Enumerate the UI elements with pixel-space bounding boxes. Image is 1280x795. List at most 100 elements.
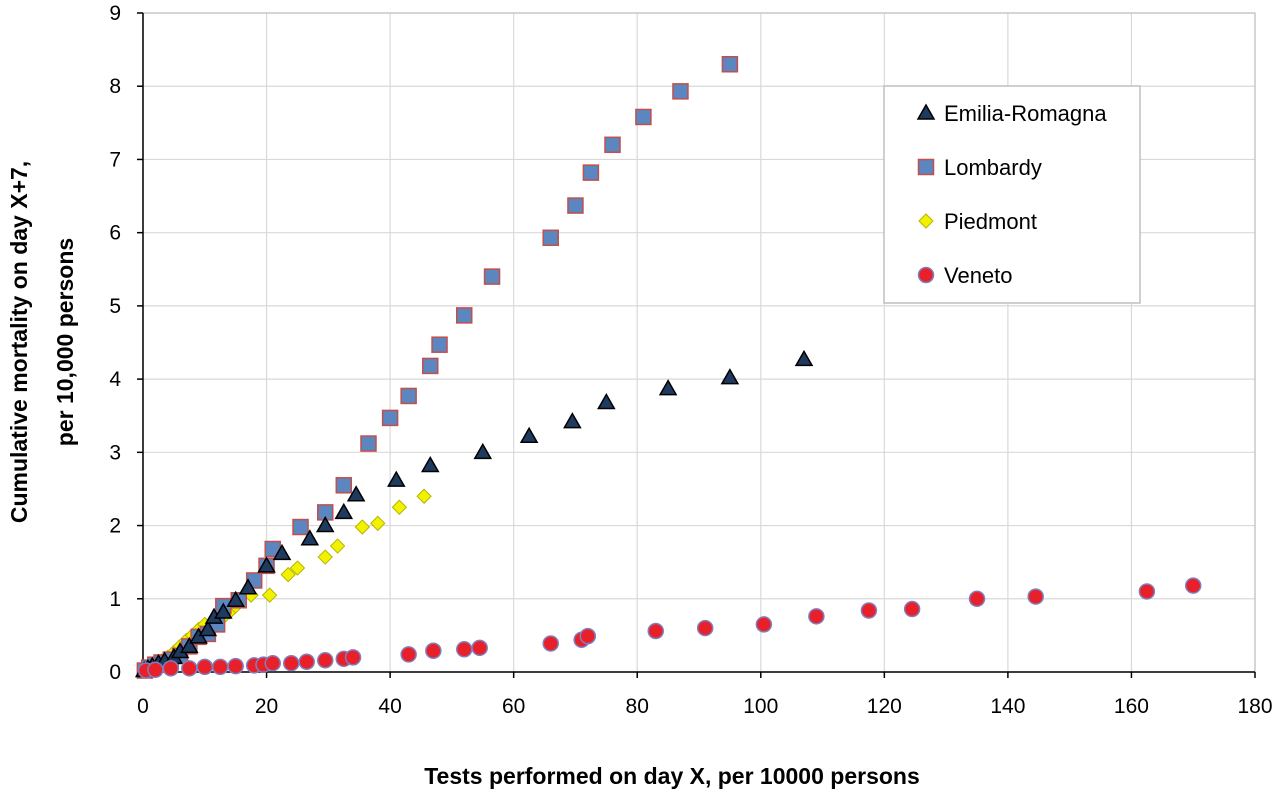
legend-label-veneto: Veneto	[944, 263, 1013, 288]
data-point-veneto	[471, 639, 488, 657]
x-tick-label: 120	[867, 695, 902, 718]
data-point-emilia-romagna	[334, 502, 354, 520]
y-tick-label: 8	[109, 75, 121, 98]
data-point-veneto	[579, 627, 597, 645]
y-tick-label: 6	[109, 222, 121, 245]
y-axis-title-line1: Cumulative mortality on day X+7,	[6, 161, 32, 523]
data-point-veneto	[298, 653, 315, 670]
y-tick-label: 1	[109, 588, 121, 611]
data-point-veneto	[455, 641, 473, 658]
data-point-emilia-romagna	[473, 442, 493, 460]
data-point-veneto	[344, 649, 362, 666]
series-emilia-romagna	[134, 349, 814, 678]
x-tick-label: 140	[990, 695, 1025, 718]
x-tick-label: 180	[1237, 695, 1272, 718]
data-point-veneto	[400, 646, 417, 663]
data-point-emilia-romagna	[519, 426, 539, 443]
data-point-veneto	[647, 622, 665, 640]
legend-item-lombardy: Lombardy	[917, 155, 1042, 180]
data-point-veneto	[147, 661, 164, 679]
data-point-piedmont	[354, 519, 371, 535]
x-tick-label: 0	[137, 695, 149, 718]
data-point-veneto	[968, 590, 986, 608]
data-point-veneto	[264, 654, 281, 672]
data-point-veneto	[755, 616, 773, 633]
data-point-emilia-romagna	[272, 543, 292, 561]
data-point-emilia-romagna	[315, 516, 335, 533]
legend-label-emilia-romagna: Emilia-Romagna	[944, 101, 1107, 126]
data-point-emilia-romagna	[238, 578, 258, 595]
data-point-emilia-romagna	[720, 368, 740, 385]
data-point-emilia-romagna	[386, 470, 406, 487]
y-tick-label: 9	[109, 2, 121, 25]
data-point-emilia-romagna	[180, 636, 199, 654]
data-point-veneto	[283, 654, 300, 672]
data-point-lombardy	[604, 136, 621, 154]
data-point-veneto	[542, 635, 559, 652]
y-tick-labels: 0 1 2 3 4 5 6 7 8 9	[109, 2, 143, 684]
data-point-emilia-romagna	[257, 556, 276, 573]
data-point-lombardy	[672, 83, 689, 100]
data-point-lombardy	[292, 518, 309, 536]
legend-marker-veneto	[917, 266, 935, 284]
data-point-emilia-romagna	[794, 349, 814, 367]
data-point-emilia-romagna	[226, 590, 245, 607]
data-point-piedmont	[280, 566, 296, 583]
y-tick-label: 5	[109, 295, 121, 318]
data-point-veneto	[196, 658, 214, 676]
data-point-lombardy	[542, 229, 559, 247]
data-points	[134, 56, 1202, 679]
x-tick-label: 80	[626, 695, 649, 718]
legend-item-piedmont: Piedmont	[918, 209, 1037, 234]
data-point-lombardy	[582, 164, 600, 181]
data-point-veneto	[162, 660, 180, 677]
y-tick-label: 3	[109, 441, 121, 464]
data-point-emilia-romagna	[658, 379, 678, 396]
data-point-lombardy	[360, 435, 377, 452]
data-point-emilia-romagna	[346, 485, 366, 502]
legend: Emilia-Romagna Lombardy Piedmont Veneto	[883, 85, 1141, 304]
x-axis-title: Tests performed on day X, per 10000 pers…	[424, 763, 920, 789]
axes	[142, 13, 1255, 673]
data-point-lombardy	[635, 108, 652, 126]
data-point-lombardy	[567, 197, 584, 214]
data-point-piedmont	[317, 549, 333, 565]
legend-marker-lombardy	[917, 158, 935, 176]
data-point-veneto	[808, 608, 825, 625]
legend-item-veneto: Veneto	[917, 263, 1013, 288]
data-point-veneto	[227, 657, 244, 675]
data-point-emilia-romagna	[198, 620, 218, 637]
y-tick-label: 2	[109, 515, 121, 538]
legend-marker-piedmont	[918, 213, 934, 229]
data-point-emilia-romagna	[214, 602, 233, 619]
data-point-veneto	[425, 642, 442, 660]
data-point-piedmont	[261, 587, 278, 603]
legend-item-emilia-romagna: Emilia-Romagna	[916, 101, 1107, 126]
x-tick-label: 160	[1114, 695, 1149, 718]
data-point-emilia-romagna	[300, 529, 320, 546]
x-tick-labels: 0 20 40 60 80 100 120 140 160 180	[137, 672, 1273, 718]
data-point-piedmont	[329, 538, 346, 554]
legend-marker-emilia-romagna	[916, 103, 936, 120]
data-point-veneto	[181, 660, 198, 677]
data-point-veneto	[316, 652, 334, 669]
data-point-lombardy	[400, 387, 417, 405]
data-point-lombardy	[721, 56, 739, 73]
x-tick-label: 100	[743, 695, 778, 718]
data-point-lombardy	[431, 336, 448, 353]
data-point-veneto	[211, 658, 229, 676]
data-point-lombardy	[335, 477, 353, 494]
data-point-lombardy	[455, 307, 473, 324]
data-point-veneto	[1184, 577, 1202, 594]
y-tick-label: 4	[109, 368, 121, 391]
legend-label-piedmont: Piedmont	[944, 209, 1037, 234]
data-point-veneto	[860, 602, 878, 619]
legend-label-lombardy: Lombardy	[944, 155, 1042, 180]
data-point-piedmont	[391, 499, 408, 515]
x-tick-label: 40	[378, 695, 401, 718]
data-point-veneto	[903, 600, 921, 618]
series-veneto	[137, 577, 1202, 679]
x-tick-label: 20	[255, 695, 278, 718]
data-point-lombardy	[483, 268, 501, 285]
